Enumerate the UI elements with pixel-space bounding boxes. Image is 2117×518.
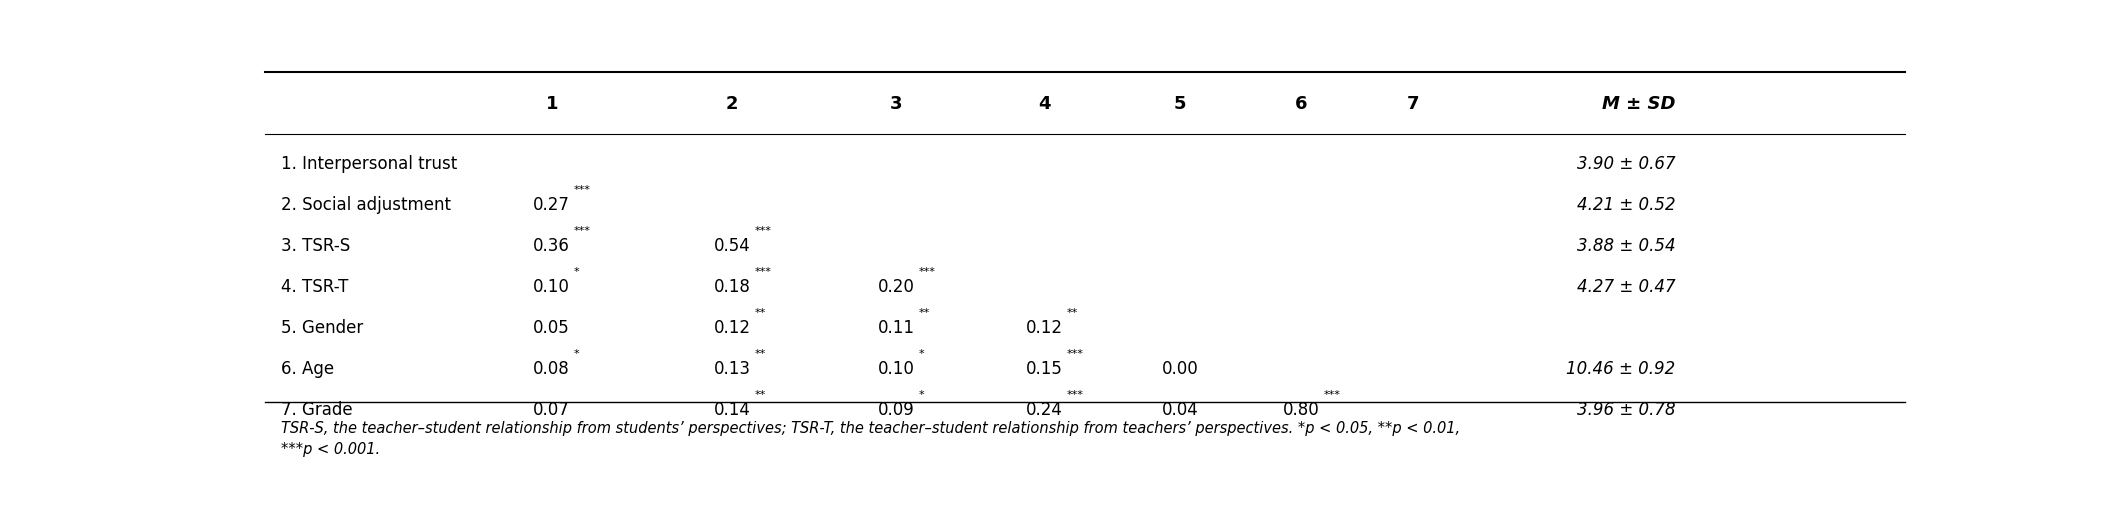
Text: 4.27 ± 0.47: 4.27 ± 0.47 bbox=[1577, 278, 1677, 296]
Text: 0.05: 0.05 bbox=[533, 319, 569, 337]
Text: ***: *** bbox=[1067, 349, 1084, 359]
Text: 6. Age: 6. Age bbox=[282, 361, 334, 378]
Text: ***: *** bbox=[919, 267, 936, 277]
Text: M ± SD: M ± SD bbox=[1603, 95, 1677, 113]
Text: 0.15: 0.15 bbox=[1025, 361, 1063, 378]
Text: 6: 6 bbox=[1296, 95, 1308, 113]
Text: 0.10: 0.10 bbox=[533, 278, 569, 296]
Text: **: ** bbox=[754, 390, 766, 400]
Text: 0.10: 0.10 bbox=[879, 361, 915, 378]
Text: 0.11: 0.11 bbox=[879, 319, 915, 337]
Text: 0.80: 0.80 bbox=[1283, 401, 1319, 420]
Text: 0.14: 0.14 bbox=[713, 401, 752, 420]
Text: 3.90 ± 0.67: 3.90 ± 0.67 bbox=[1577, 155, 1677, 173]
Text: 0.13: 0.13 bbox=[713, 361, 752, 378]
Text: 0.00: 0.00 bbox=[1162, 361, 1198, 378]
Text: 4.21 ± 0.52: 4.21 ± 0.52 bbox=[1577, 196, 1677, 214]
Text: ***: *** bbox=[574, 185, 591, 195]
Text: ***: *** bbox=[754, 267, 771, 277]
Text: 5. Gender: 5. Gender bbox=[282, 319, 364, 337]
Text: 10.46 ± 0.92: 10.46 ± 0.92 bbox=[1567, 361, 1677, 378]
Text: ***: *** bbox=[1323, 390, 1340, 400]
Text: 3: 3 bbox=[889, 95, 902, 113]
Text: 0.04: 0.04 bbox=[1162, 401, 1198, 420]
Text: ***: *** bbox=[754, 226, 771, 236]
Text: 2: 2 bbox=[726, 95, 739, 113]
Text: **: ** bbox=[919, 308, 929, 318]
Text: ***p < 0.001.: ***p < 0.001. bbox=[282, 441, 381, 456]
Text: 3.96 ± 0.78: 3.96 ± 0.78 bbox=[1577, 401, 1677, 420]
Text: 0.12: 0.12 bbox=[1025, 319, 1063, 337]
Text: 3. TSR-S: 3. TSR-S bbox=[282, 237, 349, 255]
Text: 7. Grade: 7. Grade bbox=[282, 401, 354, 420]
Text: 0.18: 0.18 bbox=[713, 278, 752, 296]
Text: 0.20: 0.20 bbox=[879, 278, 915, 296]
Text: 0.24: 0.24 bbox=[1025, 401, 1063, 420]
Text: 7: 7 bbox=[1408, 95, 1418, 113]
Text: 5: 5 bbox=[1173, 95, 1186, 113]
Text: 4. TSR-T: 4. TSR-T bbox=[282, 278, 349, 296]
Text: 1: 1 bbox=[546, 95, 559, 113]
Text: ***: *** bbox=[1067, 390, 1084, 400]
Text: ***: *** bbox=[574, 226, 591, 236]
Text: 0.12: 0.12 bbox=[713, 319, 752, 337]
Text: TSR-S, the teacher–student relationship from students’ perspectives; TSR-T, the : TSR-S, the teacher–student relationship … bbox=[282, 421, 1461, 436]
Text: 3.88 ± 0.54: 3.88 ± 0.54 bbox=[1577, 237, 1677, 255]
Text: 4: 4 bbox=[1037, 95, 1050, 113]
Text: 0.36: 0.36 bbox=[533, 237, 569, 255]
Text: 2. Social adjustment: 2. Social adjustment bbox=[282, 196, 451, 214]
Text: 0.07: 0.07 bbox=[533, 401, 569, 420]
Text: **: ** bbox=[754, 349, 766, 359]
Text: *: * bbox=[574, 267, 580, 277]
Text: 0.09: 0.09 bbox=[879, 401, 915, 420]
Text: 0.08: 0.08 bbox=[533, 361, 569, 378]
Text: **: ** bbox=[754, 308, 766, 318]
Text: 0.27: 0.27 bbox=[533, 196, 569, 214]
Text: 0.54: 0.54 bbox=[713, 237, 752, 255]
Text: *: * bbox=[919, 349, 925, 359]
Text: 1. Interpersonal trust: 1. Interpersonal trust bbox=[282, 155, 457, 173]
Text: **: ** bbox=[1067, 308, 1078, 318]
Text: *: * bbox=[574, 349, 580, 359]
Text: *: * bbox=[919, 390, 925, 400]
